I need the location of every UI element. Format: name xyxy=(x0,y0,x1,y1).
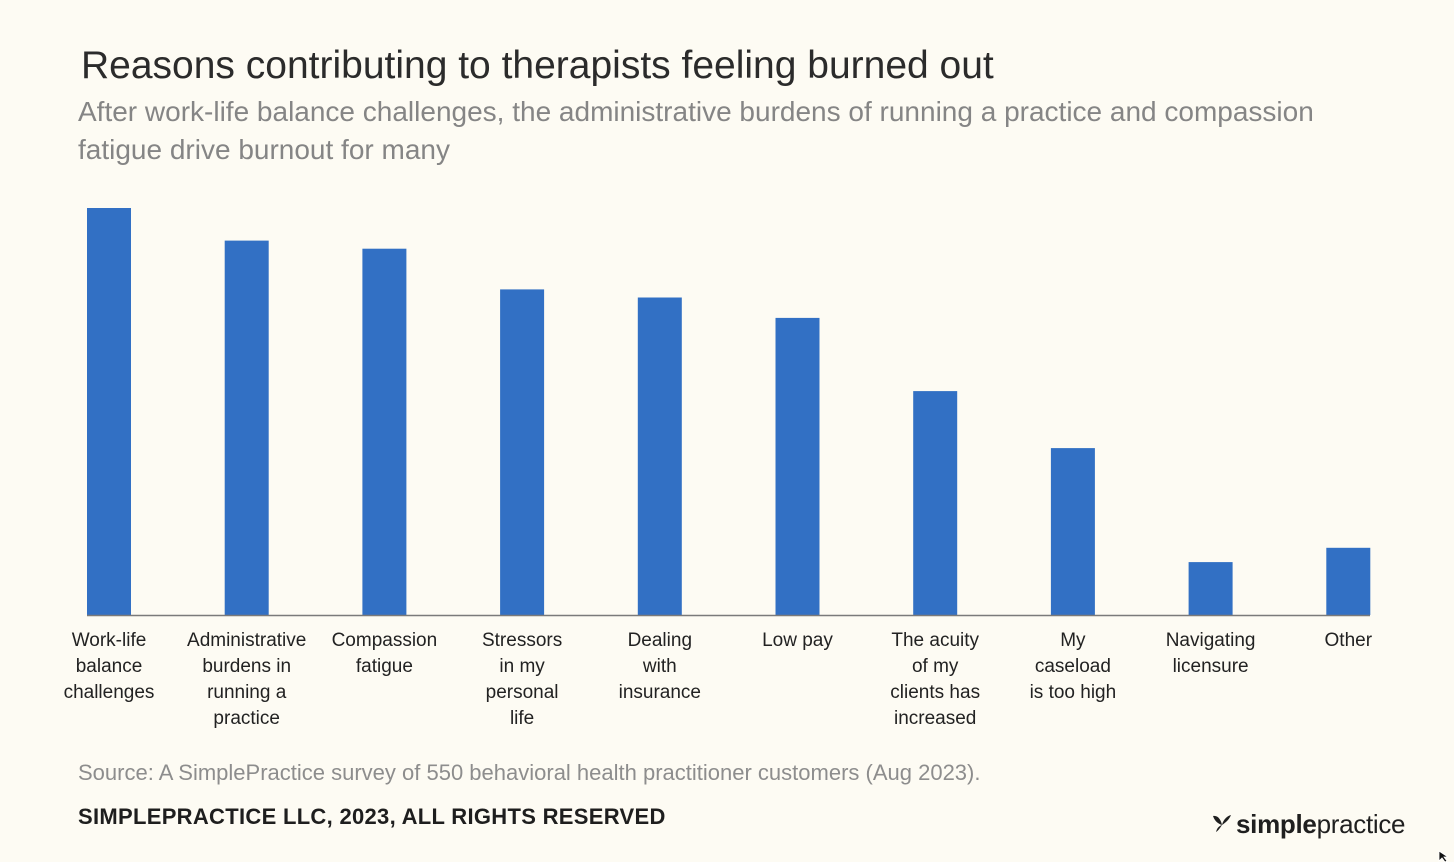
chart-subtitle: After work-life balance challenges, the … xyxy=(78,96,1314,165)
x-tick-label-3: Compassion fatigue xyxy=(309,628,459,680)
bar-4 xyxy=(500,289,545,615)
brand-wordmark: simplepractice xyxy=(1236,809,1406,839)
x-tick-label-line: Navigating xyxy=(1165,630,1256,651)
x-tick-label-5: Dealing with insurance xyxy=(585,628,735,706)
x-tick-label-6: Low pay xyxy=(723,628,873,654)
source-note: Source: A SimplePractice survey of 550 b… xyxy=(78,760,981,785)
x-tick-label-line: licensure xyxy=(1172,656,1249,677)
x-tick-label-4: Stressors in my personal life xyxy=(447,628,597,732)
x-tick-label-line: is too high xyxy=(1029,682,1117,703)
x-tick-label-7: The acuity of my clients has increased xyxy=(860,628,1010,732)
x-tick-label-line: running a xyxy=(207,682,287,703)
bar-8 xyxy=(1050,448,1095,615)
bar-2 xyxy=(224,240,269,615)
x-tick-label-line: caseload xyxy=(1034,656,1111,677)
butterfly-icon xyxy=(1213,815,1231,832)
x-tick-label-line: Dealing xyxy=(627,630,693,651)
x-tick-label-line: with xyxy=(642,656,677,677)
x-tick-label-line: Stressors xyxy=(481,630,563,651)
mouse-cursor-icon xyxy=(1438,850,1450,862)
x-tick-label-line: insurance xyxy=(618,682,701,703)
x-tick-label-line: Other xyxy=(1324,630,1373,651)
chart-title: Reasons contributing to therapists feeli… xyxy=(81,44,994,87)
bar-chart xyxy=(87,208,1371,617)
x-tick-label-line: fatigue xyxy=(355,656,413,677)
x-tick-label-line: My xyxy=(1060,630,1086,651)
x-tick-label-line: personal xyxy=(485,682,559,703)
x-tick-label-1: Work-life balance challenges xyxy=(34,628,184,706)
bar-5 xyxy=(637,297,682,615)
x-tick-label-line: life xyxy=(509,708,535,729)
x-tick-label-line: clients has xyxy=(890,682,981,703)
x-tick-label-10: Other xyxy=(1273,628,1423,654)
x-tick-label-line: practice xyxy=(213,708,280,729)
bar-7 xyxy=(913,391,958,615)
x-tick-label-line: Compassion xyxy=(331,630,438,651)
bar-6 xyxy=(775,317,820,615)
x-tick-label-line: in my xyxy=(499,656,545,677)
x-tick-label-line: The acuity xyxy=(891,630,980,651)
copyright-notice: SIMPLEPRACTICE LLC, 2023, ALL RIGHTS RES… xyxy=(78,804,666,829)
x-tick-label-line: burdens in xyxy=(202,656,292,677)
bar-9 xyxy=(1188,562,1233,615)
x-tick-label-line: increased xyxy=(893,708,977,729)
bar-3 xyxy=(362,248,407,615)
bar-1 xyxy=(87,208,131,615)
x-tick-label-2: Administrative burdens in running a practic… xyxy=(172,628,322,732)
x-tick-label-line: Administrative xyxy=(187,630,307,651)
x-tick-label-line: challenges xyxy=(63,682,155,703)
x-tick-label-line: Work-life xyxy=(71,630,147,651)
brand-logo: simplepractice xyxy=(1210,808,1406,840)
x-tick-label-9: Navigating licensure xyxy=(1136,628,1286,680)
x-tick-label-8: My caseload is too high xyxy=(998,628,1148,706)
x-tick-label-line: of my xyxy=(911,656,959,677)
x-tick-label-line: Low pay xyxy=(762,630,833,651)
x-tick-label-line: balance xyxy=(75,656,143,677)
bar-10 xyxy=(1326,547,1371,615)
